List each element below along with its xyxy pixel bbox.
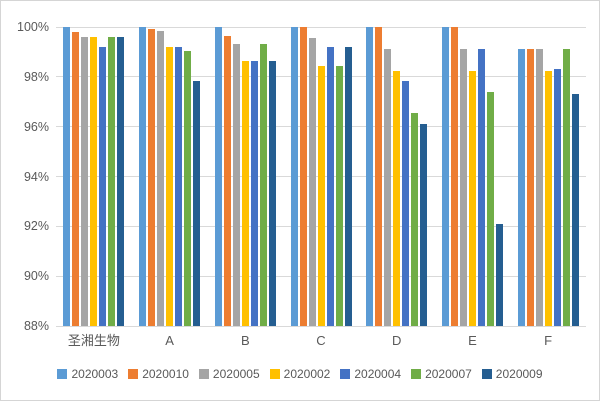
bar-2020004-F: [553, 69, 561, 326]
bar-2020007-A: [184, 50, 192, 326]
bar-2020007-D: [411, 112, 419, 326]
gridline-88: [56, 325, 586, 327]
bar-2020005-E: [459, 49, 467, 326]
bar-2020003-圣湘生物: [63, 27, 71, 326]
legend: 2020003 2020010 2020005 2020002 2020004 20200…: [1, 367, 599, 381]
bar-2020010-C: [299, 27, 307, 326]
bar-2020004-B: [250, 60, 258, 326]
legend-swatch-icon: [57, 369, 68, 379]
bar-2020007-圣湘生物: [108, 36, 116, 326]
bar-2020010-A: [148, 29, 156, 326]
bar-2020010-圣湘生物: [72, 31, 80, 326]
bar-2020002-C: [317, 65, 325, 326]
bar-2020009-A: [193, 80, 201, 326]
legend-label: 2020003: [71, 367, 119, 381]
bar-2020003-C: [290, 27, 298, 326]
bar-2020009-C: [344, 46, 352, 326]
bar-2020005-A: [157, 30, 165, 326]
bar-2020002-D: [393, 70, 401, 326]
bar-2020003-F: [517, 49, 525, 326]
legend-label: 2020002: [283, 367, 331, 381]
bar-2020007-B: [259, 44, 267, 326]
bar-2020010-E: [450, 27, 458, 326]
bar-2020004-E: [477, 49, 485, 326]
legend-swatch-icon: [411, 369, 422, 379]
bar-2020002-E: [468, 70, 476, 326]
bar-2020004-D: [402, 80, 410, 326]
bar-2020009-D: [420, 124, 428, 326]
y-axis-tick-label: 100%: [17, 20, 49, 34]
y-axis-tick-label: 92%: [23, 219, 49, 234]
legend-item-2020004: 2020004: [340, 367, 401, 381]
legend-swatch-icon: [198, 369, 209, 379]
bar-2020009-E: [495, 223, 503, 326]
bar-2020005-C: [308, 38, 316, 326]
x-axis-category-label: E: [468, 333, 477, 348]
legend-item-2020009: 2020009: [481, 367, 543, 381]
bar-2020005-B: [232, 44, 240, 326]
y-axis-tick-label: 90%: [23, 269, 49, 284]
y-axis-tick-label: 88%: [23, 319, 49, 333]
bar-2020010-D: [375, 27, 383, 326]
legend-swatch-icon: [340, 369, 351, 379]
legend-item-2020005: 2020005: [198, 367, 260, 381]
legend-label: 2020004: [354, 367, 402, 381]
x-axis-category-label: D: [392, 333, 402, 348]
x-axis-category-label: A: [165, 333, 174, 348]
bar-2020003-A: [139, 27, 147, 326]
bar-2020009-F: [571, 94, 579, 326]
bar-2020003-D: [366, 27, 374, 326]
bar-2020004-C: [326, 46, 334, 326]
x-axis-category-label: C: [316, 333, 326, 348]
bar-2020009-B: [268, 60, 276, 326]
bar-2020010-B: [223, 35, 231, 326]
legend-item-2020010: 2020010: [128, 367, 189, 381]
legend-item-2020002: 2020002: [269, 367, 331, 381]
y-axis-tick-label: 94%: [23, 169, 49, 184]
y-axis-tick-label: 98%: [23, 69, 49, 84]
bar-2020009-圣湘生物: [117, 36, 125, 326]
legend-label: 2020007: [425, 367, 472, 381]
bar-2020005-D: [384, 49, 392, 326]
legend-item-2020003: 2020003: [57, 367, 118, 381]
gridline-100: [56, 26, 586, 28]
x-axis-category-label: 圣湘生物: [67, 333, 120, 348]
legend-label: 2020009: [495, 367, 543, 381]
legend-swatch-icon: [128, 369, 139, 379]
bar-2020002-A: [166, 46, 174, 326]
bar-2020002-F: [544, 70, 552, 326]
x-axis-category-label: B: [240, 333, 250, 348]
bar-2020002-B: [241, 60, 249, 326]
bar-2020007-C: [335, 65, 343, 326]
bar-2020003-E: [441, 27, 449, 326]
bar-2020002-圣湘生物: [90, 36, 98, 326]
bar-2020007-F: [562, 49, 570, 326]
legend-label: 2020010: [142, 367, 189, 381]
bar-2020005-F: [535, 49, 543, 326]
y-axis-tick-label: 96%: [23, 119, 49, 134]
bar-2020004-A: [175, 46, 183, 326]
bar-2020005-圣湘生物: [81, 36, 89, 326]
bar-2020010-F: [526, 49, 534, 326]
x-axis-category-label: F: [544, 333, 553, 348]
legend-label: 2020005: [212, 367, 260, 381]
bar-2020007-E: [486, 91, 494, 326]
legend-swatch-icon: [269, 369, 280, 379]
legend-swatch-icon: [481, 369, 492, 379]
legend-item-2020007: 2020007: [411, 367, 472, 381]
bar-2020003-B: [214, 27, 222, 326]
bar-2020004-圣湘生物: [99, 46, 107, 326]
